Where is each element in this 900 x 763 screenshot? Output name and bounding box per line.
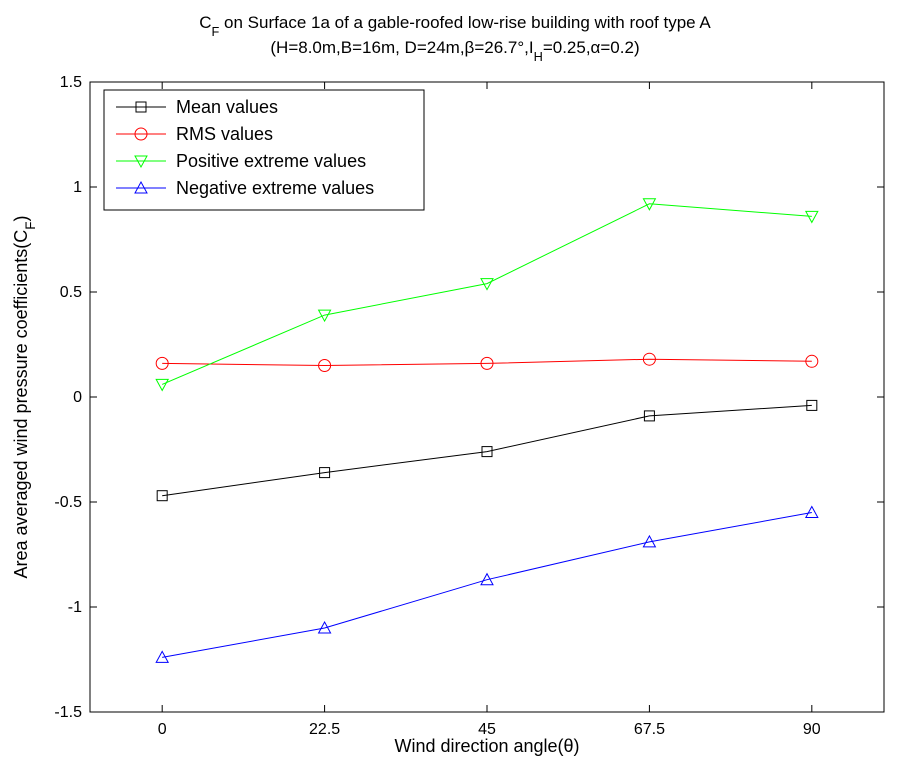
series-1 [156, 399, 818, 502]
data-point [317, 309, 332, 323]
legend-entry: Mean values [116, 97, 278, 117]
series-line [162, 512, 812, 658]
data-point [155, 356, 169, 370]
data-point [319, 467, 331, 479]
y-tick-label: 1 [73, 179, 82, 196]
series-line [161, 203, 812, 385]
legend-label: Mean values [176, 97, 278, 117]
series-line [162, 404, 812, 497]
series-line [162, 358, 812, 367]
data-point [480, 356, 494, 370]
data-point [642, 198, 657, 211]
y-tick-label: -1 [68, 599, 82, 616]
data-point [155, 378, 170, 392]
y-tick-label: 0.5 [60, 284, 82, 301]
legend-swatch-marker [134, 155, 148, 169]
data-point [318, 359, 332, 372]
series-4 [155, 505, 819, 663]
data-point [642, 534, 657, 548]
data-point [804, 210, 819, 224]
data-point [481, 446, 493, 458]
data-point [642, 352, 656, 366]
data-point [480, 278, 494, 291]
y-axis-label: Area averaged wind pressure coefficients… [11, 215, 38, 578]
series-3 [155, 198, 819, 392]
chart-title-line1: CF on Surface 1a of a gable-roofed low-r… [199, 13, 711, 39]
series-2 [155, 352, 819, 372]
data-point [804, 505, 819, 518]
y-tick-label: -1.5 [54, 704, 82, 721]
x-tick-label: 45 [478, 721, 496, 738]
legend-swatch-marker [134, 127, 148, 141]
y-tick-label: 0 [73, 389, 82, 406]
axis-ticks: 0 22.5 45 67.5 90 -1.5 -1 -0.5 0 0.5 1 1.5 [54, 74, 884, 738]
data-point [317, 620, 332, 634]
chart-title: CF on Surface 1a of a gable-roofed low-r… [199, 13, 711, 64]
x-tick-label: 0 [158, 721, 167, 738]
legend-entry: Negative extreme values [116, 178, 374, 198]
data-point [806, 399, 818, 411]
data-point [155, 650, 170, 663]
legend-label: Negative extreme values [176, 178, 374, 198]
data-point [643, 410, 655, 422]
y-axis-label-text: Area averaged wind pressure coefficients… [11, 215, 38, 578]
data-point [805, 354, 819, 368]
x-axis-label: Wind direction angle(θ) [394, 736, 579, 756]
y-tick-label: -0.5 [54, 494, 82, 511]
x-tick-label: 67.5 [634, 721, 665, 738]
data-point [156, 490, 168, 502]
data-point [480, 572, 494, 586]
x-tick-label: 90 [803, 721, 821, 738]
legend-entry: Positive extreme values [116, 151, 366, 171]
x-tick-label: 22.5 [309, 721, 340, 738]
legend-box [103, 89, 425, 211]
legend: Mean values RMS values Positive extreme va… [103, 89, 425, 211]
chart-title-line2: (H=8.0m,B=16m, D=24m,β=26.7°,IH=0.25,α=0… [270, 38, 639, 64]
legend-swatch-marker [134, 180, 148, 194]
legend-swatch-marker [135, 101, 147, 113]
legend-label: Positive extreme values [176, 151, 366, 171]
legend-entry: RMS values [116, 124, 273, 144]
series-layer [155, 198, 819, 663]
y-tick-label: 1.5 [60, 74, 82, 91]
legend-label: RMS values [176, 124, 273, 144]
